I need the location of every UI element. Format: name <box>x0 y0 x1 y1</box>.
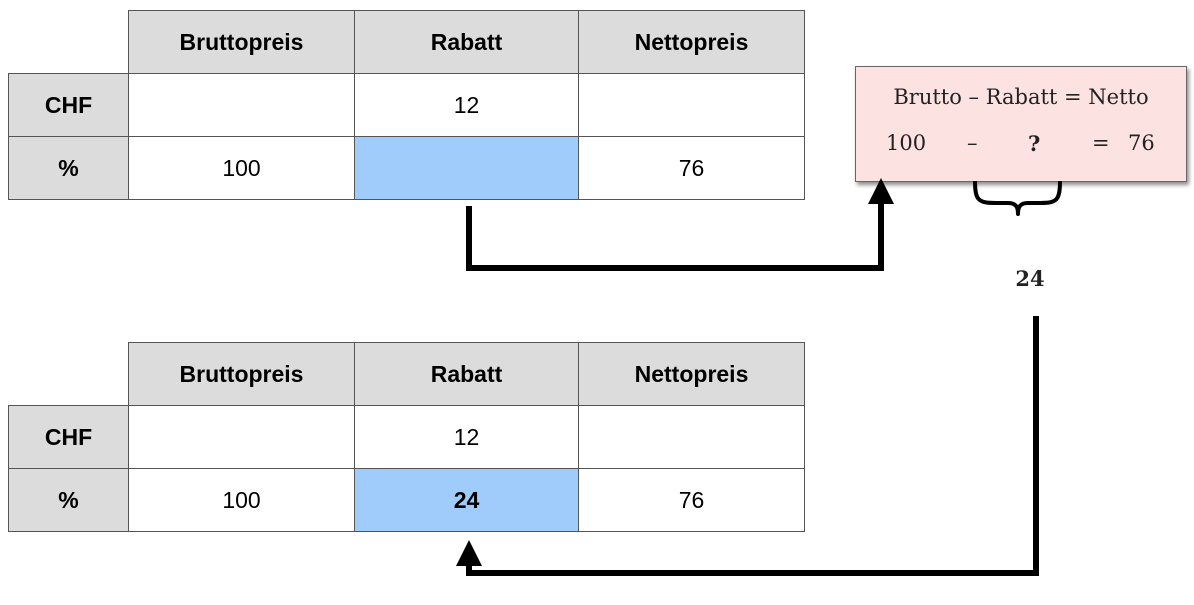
arrow-to-bottom-table <box>466 316 1039 576</box>
formula-numbers: 100 – ? = 76 <box>856 131 1186 161</box>
arrow-to-formula <box>466 200 884 271</box>
cell-chf-bruttopreis <box>128 73 355 137</box>
formula-equals: = <box>1092 131 1110 155</box>
cell-percent-bruttopreis: 100 <box>128 468 355 532</box>
formula-text: Brutto – Rabatt = Netto <box>893 85 1149 109</box>
table-row-chf: CHF 12 <box>8 405 805 469</box>
formula-brutto-value: 100 <box>886 131 927 155</box>
bottom-table: Bruttopreis Rabatt Nettopreis CHF 12 % 1… <box>8 342 805 532</box>
result-value: 24 <box>1015 266 1045 291</box>
table-corner-cell <box>8 10 129 74</box>
header-rabatt: Rabatt <box>354 10 579 74</box>
table-corner-cell <box>8 342 129 406</box>
cell-percent-rabatt-result: 24 <box>354 468 579 532</box>
header-nettopreis: Nettopreis <box>578 10 805 74</box>
header-rabatt: Rabatt <box>354 342 579 406</box>
formula-box: Brutto – Rabatt = Netto 100 – ? = 76 <box>855 66 1187 182</box>
cell-percent-nettopreis: 76 <box>578 136 805 200</box>
table-row-percent: % 100 76 <box>8 136 805 200</box>
row-label-chf: CHF <box>8 73 129 137</box>
table-header-row: Bruttopreis Rabatt Nettopreis <box>8 342 805 406</box>
formula-netto-value: 76 <box>1128 131 1155 155</box>
arrowhead-up-icon <box>868 178 894 204</box>
row-label-percent: % <box>8 136 129 200</box>
header-bruttopreis: Bruttopreis <box>128 342 355 406</box>
table-row-percent: % 100 24 76 <box>8 468 805 532</box>
brace-icon <box>973 180 1062 216</box>
table-header-row: Bruttopreis Rabatt Nettopreis <box>8 10 805 74</box>
cell-chf-rabatt: 12 <box>354 73 579 137</box>
formula-minus: – <box>967 131 978 155</box>
top-table: Bruttopreis Rabatt Nettopreis CHF 12 % 1… <box>8 10 805 200</box>
arrowhead-up-icon <box>456 540 482 566</box>
cell-percent-bruttopreis: 100 <box>128 136 355 200</box>
table-row-chf: CHF 12 <box>8 73 805 137</box>
header-bruttopreis: Bruttopreis <box>128 10 355 74</box>
formula-unknown: ? <box>1028 131 1041 156</box>
header-nettopreis: Nettopreis <box>578 342 805 406</box>
cell-chf-nettopreis <box>578 405 805 469</box>
cell-percent-rabatt-unknown <box>354 136 579 200</box>
cell-percent-nettopreis: 76 <box>578 468 805 532</box>
row-label-chf: CHF <box>8 405 129 469</box>
row-label-percent: % <box>8 468 129 532</box>
